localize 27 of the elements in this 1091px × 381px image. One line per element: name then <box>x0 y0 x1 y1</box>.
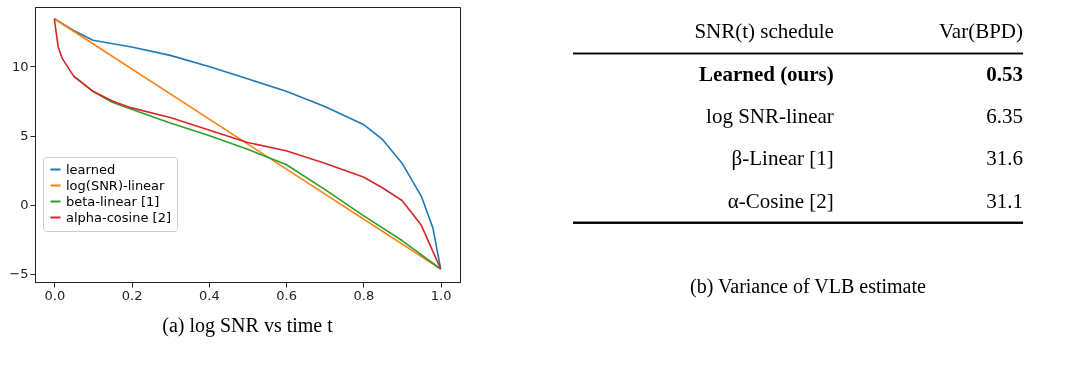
x-tick-label: 0.8 <box>353 287 375 303</box>
text: (b) Variance of VLB estimate <box>690 275 927 298</box>
x-tick-label: 0.0 <box>44 287 66 303</box>
y-tick-label: 5 <box>20 128 29 144</box>
y-tick-label: −5 <box>9 266 29 282</box>
text: SNR(t) schedule <box>694 19 834 44</box>
line-series <box>53 17 442 270</box>
y-tick-label: 0 <box>20 197 29 213</box>
text: (a) log SNR vs time t <box>162 314 334 337</box>
category-label: β-Linear [1] <box>731 146 834 171</box>
data-label: 31.1 <box>986 188 1023 213</box>
legend-label: log(SNR)-linear <box>66 177 166 193</box>
y-tick-label: 10 <box>11 58 29 74</box>
data-label: 31.6 <box>986 146 1023 171</box>
x-tick-label: 0.6 <box>276 287 297 303</box>
category-label: log SNR-linear <box>706 104 834 128</box>
data-label: 0.53 <box>986 61 1023 86</box>
category-label: Learned (ours) <box>699 61 834 86</box>
text: Var(BPD) <box>939 19 1023 44</box>
legend-label: alpha-cosine [2] <box>66 209 171 225</box>
x-tick-label: 0.2 <box>121 287 143 303</box>
category-label: α-Cosine [2] <box>727 188 834 213</box>
data-label: 6.35 <box>986 104 1023 128</box>
legend-label: beta-linear [1] <box>66 193 160 209</box>
x-tick-label: 1.0 <box>430 287 452 303</box>
legend-label: learned <box>66 161 116 177</box>
x-tick-label: 0.4 <box>199 287 220 303</box>
